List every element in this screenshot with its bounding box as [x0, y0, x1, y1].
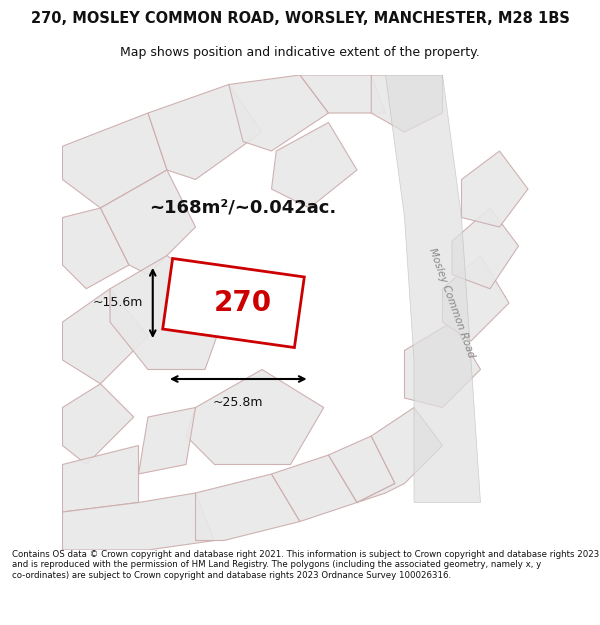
Polygon shape: [186, 369, 324, 464]
Text: Contains OS data © Crown copyright and database right 2021. This information is : Contains OS data © Crown copyright and d…: [12, 550, 599, 580]
Polygon shape: [452, 208, 518, 289]
Polygon shape: [300, 75, 386, 113]
Text: ~15.6m: ~15.6m: [93, 296, 143, 309]
Text: Map shows position and indicative extent of the property.: Map shows position and indicative extent…: [120, 46, 480, 59]
Polygon shape: [62, 384, 134, 464]
Text: 270: 270: [214, 289, 272, 317]
Polygon shape: [163, 259, 304, 348]
Polygon shape: [357, 408, 443, 502]
Text: Mosley Common Road: Mosley Common Road: [427, 247, 476, 359]
Polygon shape: [62, 208, 129, 289]
Polygon shape: [110, 256, 229, 369]
Polygon shape: [371, 75, 443, 132]
Text: 270, MOSLEY COMMON ROAD, WORSLEY, MANCHESTER, M28 1BS: 270, MOSLEY COMMON ROAD, WORSLEY, MANCHE…: [31, 11, 569, 26]
Polygon shape: [404, 322, 481, 408]
Polygon shape: [461, 151, 528, 227]
Text: ~25.8m: ~25.8m: [213, 396, 263, 409]
Polygon shape: [329, 436, 395, 502]
Polygon shape: [139, 408, 196, 474]
Polygon shape: [62, 289, 148, 384]
Polygon shape: [443, 256, 509, 341]
Polygon shape: [229, 75, 329, 151]
Polygon shape: [271, 122, 357, 208]
Polygon shape: [62, 446, 139, 512]
Polygon shape: [271, 455, 357, 521]
Polygon shape: [62, 113, 167, 208]
Polygon shape: [148, 84, 262, 179]
Polygon shape: [196, 474, 300, 541]
Polygon shape: [386, 75, 481, 503]
Polygon shape: [100, 170, 196, 274]
Text: ~168m²/~0.042ac.: ~168m²/~0.042ac.: [149, 199, 337, 217]
Polygon shape: [62, 493, 215, 550]
